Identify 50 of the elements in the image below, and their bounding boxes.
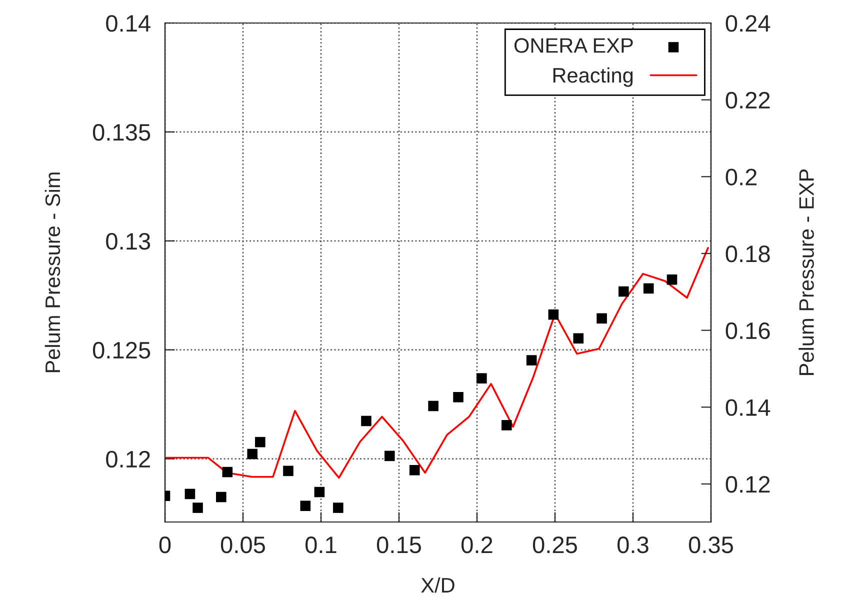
point: [453, 392, 464, 402]
point: [247, 448, 258, 460]
y2-tick-label: 0.2: [726, 168, 757, 186]
x-tick-label: 0.3: [618, 536, 648, 554]
y2-tick-label: 0.16: [726, 322, 770, 340]
point: [184, 488, 196, 500]
point: [643, 283, 654, 294]
y2-tick-label: 0.18: [726, 246, 770, 262]
y2-tick-label: 0.24: [726, 15, 770, 32]
y-tick-label: 0.14: [106, 15, 150, 32]
point: [526, 355, 537, 366]
point: [573, 333, 584, 344]
point: [428, 400, 438, 412]
y-axis-title: Pelum Pressure - Sim: [44, 172, 60, 372]
x-tick-label: 0: [159, 536, 171, 554]
point: [300, 500, 311, 512]
point: [314, 486, 325, 498]
y-tick-label: 0.135: [92, 124, 150, 141]
point: [384, 450, 395, 462]
y-tick-label: 0.12: [106, 450, 150, 468]
point: [216, 492, 226, 502]
y2-tick-label: 0.14: [726, 399, 770, 416]
point: [361, 416, 372, 426]
y2-tick-label: 0.12: [726, 476, 770, 493]
point: [192, 502, 203, 513]
point: [501, 420, 512, 430]
y2-tick-label: 0.22: [726, 92, 770, 109]
line-series: [165, 246, 709, 479]
y-tick-label: 0.125: [92, 342, 150, 359]
point: [596, 313, 607, 324]
x-axis-title: X/D: [421, 577, 454, 593]
x-tick-label: 0.15: [376, 536, 421, 554]
x-tick-label: 0.2: [462, 536, 492, 554]
point: [476, 373, 487, 384]
x-tick-label: 0.05: [220, 536, 265, 554]
y2-axis-title: Pelum Pressure - EXP: [798, 169, 814, 375]
point: [618, 286, 629, 297]
y-tick-label: 0.13: [106, 232, 150, 250]
point: [548, 309, 559, 320]
point: [666, 274, 678, 285]
point: [283, 466, 294, 476]
x-tick-label: 0.35: [688, 536, 733, 554]
point: [222, 466, 233, 478]
legend-label: Reacting: [553, 67, 633, 87]
point: [409, 464, 420, 476]
x-tick-label: 0.25: [532, 536, 577, 554]
legend-label: ONERA EXP: [514, 38, 633, 53]
point: [333, 502, 344, 513]
point: [255, 436, 266, 448]
x-tick-label: 0.1: [306, 536, 336, 554]
